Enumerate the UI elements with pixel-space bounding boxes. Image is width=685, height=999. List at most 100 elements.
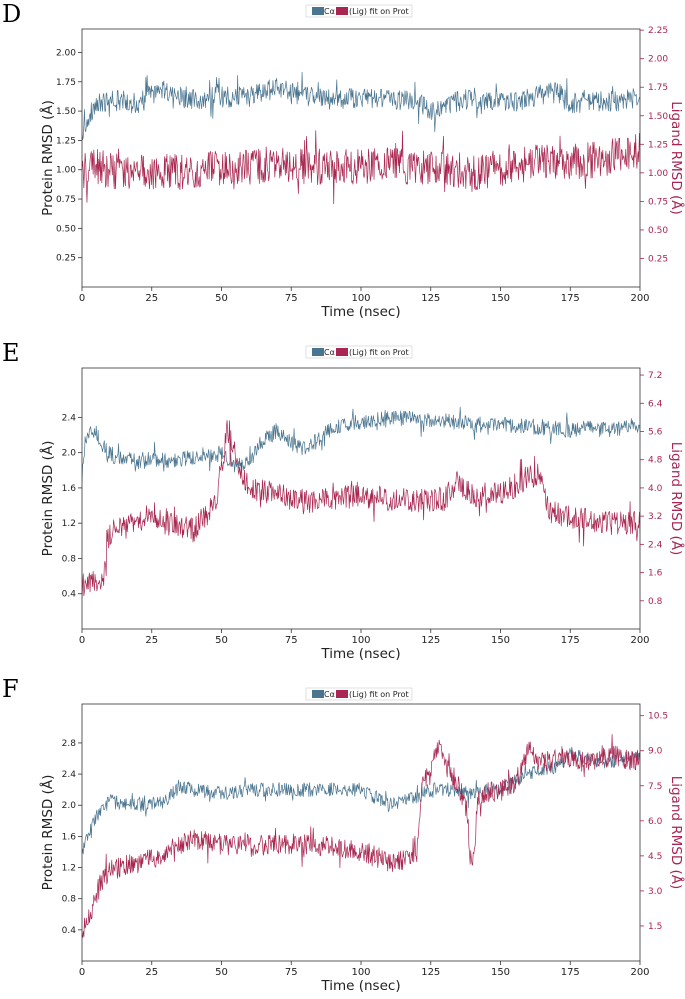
y2-tick-label: 3.0: [648, 887, 663, 897]
panel-e: E Cα (Lig) fit on Prot 0 25 50 75 100 125 150 175 2…: [2, 339, 685, 662]
legend-label-protein: Cα: [324, 7, 335, 16]
y2-tick-label: 0.50: [648, 226, 668, 236]
y-tick-label: 2.8: [62, 739, 77, 749]
protein-rmsd-line: [82, 71, 640, 140]
y2-tick-label: 2.25: [648, 26, 668, 36]
y2-tick-label: 2.00: [648, 55, 668, 65]
x-tick-label: 175: [561, 967, 580, 978]
x-tick-label: 200: [630, 293, 649, 304]
plot-area: [82, 734, 640, 938]
y2-tick-label: 6.0: [648, 817, 663, 827]
y2-tick-label: 7.2: [648, 371, 662, 381]
x-tick-label: 125: [421, 635, 440, 646]
y2-tick-label: 0.75: [648, 197, 668, 207]
x-tick-label: 200: [630, 967, 649, 978]
x-tick-label: 150: [491, 967, 510, 978]
panel-label: E: [2, 339, 20, 367]
x-tick-label: 0: [79, 293, 85, 304]
y-tick-label: 2.00: [56, 48, 76, 58]
y2-tick-label: 1.75: [648, 83, 668, 93]
y2-tick-label: 0.25: [648, 254, 668, 264]
y2-tick-label: 2.4: [648, 540, 663, 550]
plot-area: [82, 71, 640, 205]
y2-tick-label: 9.0: [648, 747, 663, 757]
y2-axis-title: Ligand RMSD (Å): [668, 442, 685, 556]
ligand-rmsd-line: [82, 420, 640, 599]
x-axis-title: Time (nsec): [320, 646, 400, 662]
x-tick-label: 25: [145, 635, 158, 646]
y-tick-label: 2.4: [62, 413, 77, 423]
legend-frame: [305, 687, 413, 701]
protein-rmsd-line: [82, 745, 640, 855]
legend-swatch-protein: [312, 348, 324, 356]
x-tick-label: 175: [561, 293, 580, 304]
y2-tick-label: 1.00: [648, 169, 668, 179]
x-axis-title: Time (nsec): [320, 304, 400, 320]
y2-tick-label: 4.0: [648, 484, 663, 494]
y-tick-label: 0.50: [56, 224, 76, 234]
x-tick-label: 125: [421, 967, 440, 978]
legend-label-ligand: (Lig) fit on Prot: [349, 7, 409, 16]
legend-swatch-ligand: [336, 690, 348, 698]
panel-label: D: [2, 0, 21, 28]
x-tick-label: 150: [491, 293, 510, 304]
y-tick-label: 1.2: [62, 519, 76, 529]
legend-swatch-ligand: [336, 348, 348, 356]
x-tick-label: 150: [491, 635, 510, 646]
panel-label: F: [2, 675, 19, 703]
x-tick-label: 50: [215, 635, 228, 646]
legend: Cα (Lig) fit on Prot: [305, 345, 413, 359]
y2-axis-title: Ligand RMSD (Å): [668, 776, 685, 890]
y-tick-label: 0.8: [62, 554, 77, 564]
y2-tick-label: 7.5: [648, 782, 662, 792]
panel-f: F Cα (Lig) fit on Prot 0 25 50 75 100 125 150 175 2…: [2, 675, 685, 994]
x-tick-label: 25: [145, 967, 158, 978]
legend-label-ligand: (Lig) fit on Prot: [349, 348, 409, 357]
y-tick-label: 0.25: [56, 254, 76, 264]
legend-swatch-protein: [312, 690, 324, 698]
legend-frame: [305, 4, 413, 18]
y-axis-title: Protein RMSD (Å): [39, 775, 56, 891]
x-tick-label: 0: [79, 967, 85, 978]
x-tick-label: 75: [285, 635, 298, 646]
legend-frame: [305, 345, 413, 359]
y-tick-label: 1.2: [62, 864, 76, 874]
x-axis-title: Time (nsec): [320, 978, 400, 994]
y2-tick-label: 0.8: [648, 597, 663, 607]
y-tick-label: 1.75: [56, 78, 76, 88]
legend: Cα (Lig) fit on Prot: [305, 4, 413, 18]
y-tick-label: 0.4: [62, 590, 77, 600]
panel-d: D Cα (Lig) fit on Prot 0 25 50 75 100 125 150 175 2…: [2, 0, 685, 320]
legend-label-protein: Cα: [324, 690, 335, 699]
y-tick-label: 1.6: [62, 484, 77, 494]
legend: Cα (Lig) fit on Prot: [305, 687, 413, 701]
x-tick-label: 100: [351, 293, 370, 304]
x-tick-label: 50: [215, 293, 228, 304]
y-tick-label: 1.00: [56, 166, 76, 176]
x-tick-label: 200: [630, 635, 649, 646]
y-axis-title: Protein RMSD (Å): [39, 441, 56, 557]
x-tick-label: 25: [145, 293, 158, 304]
x-tick-label: 75: [285, 967, 298, 978]
x-tick-label: 175: [561, 635, 580, 646]
plot-frame: [81, 703, 641, 962]
y-tick-label: 0.4: [62, 926, 77, 936]
ligand-rmsd-line: [82, 734, 640, 938]
y2-tick-label: 4.8: [648, 456, 663, 466]
y2-axis-title: Ligand RMSD (Å): [668, 101, 685, 215]
x-tick-label: 50: [215, 967, 228, 978]
protein-rmsd-line: [82, 406, 640, 483]
x-tick-label: 100: [351, 967, 370, 978]
x-tick-label: 0: [79, 635, 85, 646]
y-tick-label: 2.0: [62, 449, 77, 459]
y-tick-label: 0.75: [56, 195, 76, 205]
x-tick-label: 75: [285, 293, 298, 304]
y2-tick-label: 1.25: [648, 140, 668, 150]
y-tick-label: 1.25: [56, 136, 76, 146]
y2-tick-label: 1.50: [648, 112, 668, 122]
y-tick-label: 1.6: [62, 832, 77, 842]
y2-tick-label: 1.5: [648, 922, 662, 932]
legend-swatch-protein: [312, 7, 324, 15]
legend-label-protein: Cα: [324, 348, 335, 357]
